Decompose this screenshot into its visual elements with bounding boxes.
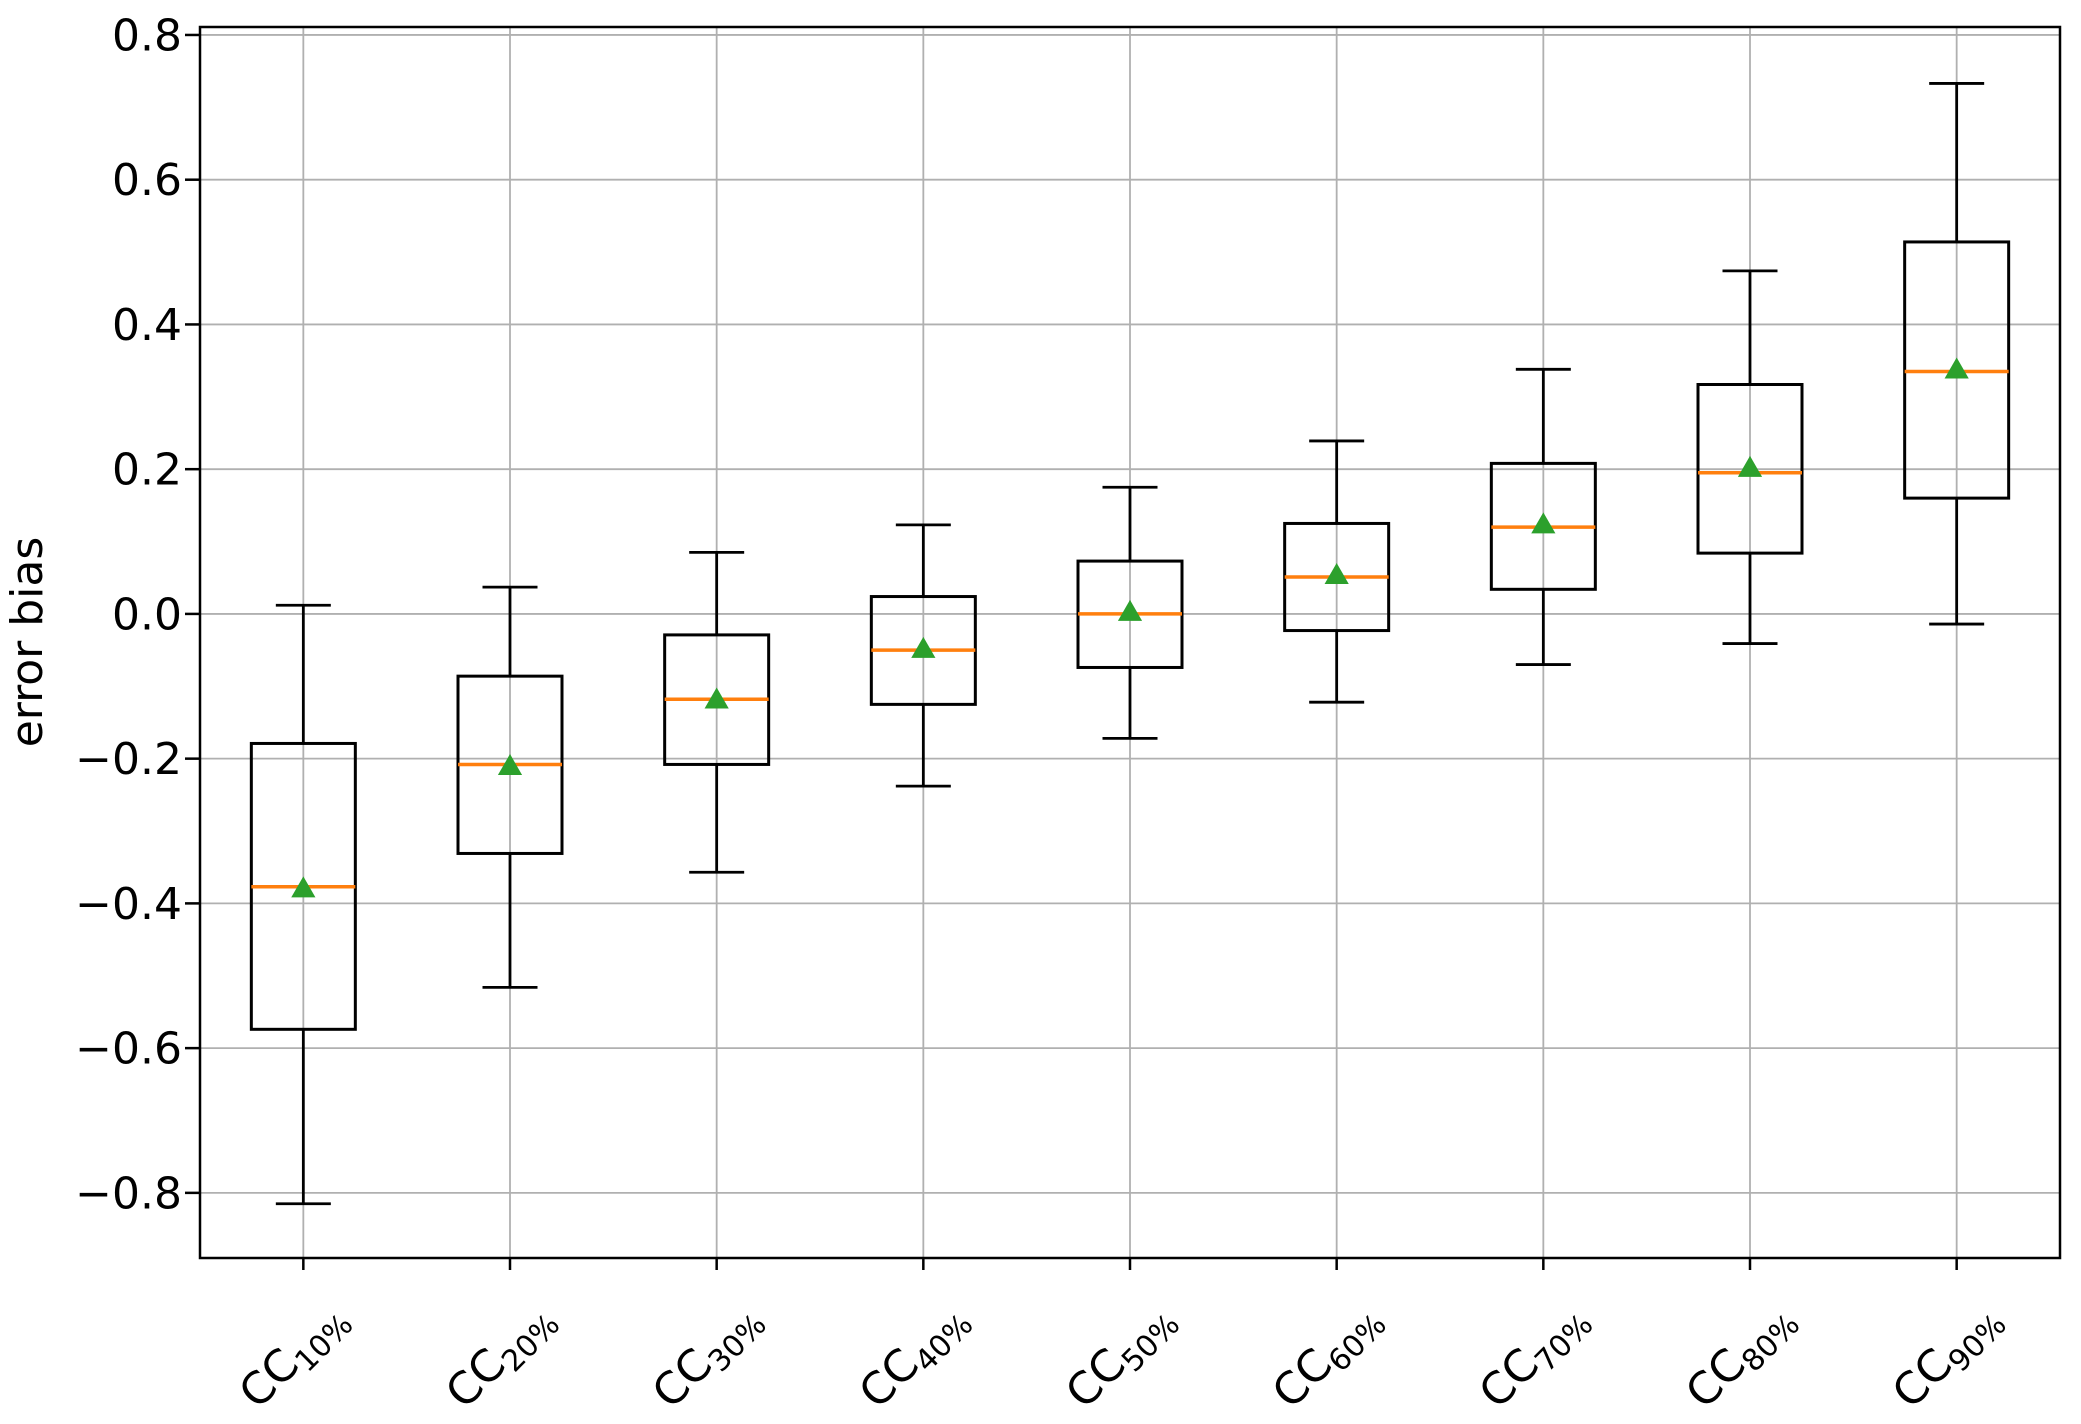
box-group-CC80%: [1696, 269, 1804, 645]
x-tick-label: CC30%: [643, 1292, 774, 1423]
y-tick-label: −0.4: [75, 879, 182, 930]
mean-marker-triangle-icon: [497, 754, 523, 776]
x-tick-label: CC50%: [1056, 1292, 1187, 1423]
x-tick-label: CC40%: [849, 1292, 980, 1423]
x-tick-label: CC90%: [1883, 1292, 2014, 1423]
mean-marker-triangle-icon: [911, 636, 936, 658]
y-tick-label: −0.6: [75, 1024, 182, 1075]
box-group-CC20%: [456, 585, 564, 989]
y-tick-label: −0.2: [75, 734, 182, 785]
mean-marker-triangle-icon: [1737, 455, 1763, 477]
x-tick-label: CC20%: [436, 1292, 567, 1423]
box-group-CC30%: [663, 551, 771, 874]
box-group-CC70%: [1489, 367, 1597, 666]
mean-marker-triangle-icon: [1531, 512, 1556, 534]
mean-marker-triangle-icon: [291, 876, 316, 898]
y-tick-label: 0.2: [112, 445, 182, 496]
box-group-CC10%: [249, 603, 357, 1206]
mean-marker-triangle-icon: [1117, 599, 1143, 621]
box-layer: [249, 82, 2011, 1206]
mean-marker-triangle-icon: [1324, 563, 1349, 585]
box-group-CC60%: [1283, 439, 1391, 704]
y-tick-label: 0.8: [112, 10, 182, 61]
y-axis-label: error bias: [2, 537, 53, 748]
x-tick-label: CC70%: [1469, 1292, 1600, 1423]
box-group-CC90%: [1903, 82, 2011, 626]
iqr-box: [1696, 383, 1804, 555]
mean-marker-triangle-icon: [704, 687, 729, 709]
x-tick-label: CC80%: [1676, 1292, 1807, 1423]
x-tick-label: CC60%: [1263, 1292, 1394, 1423]
y-tick-label: 0.6: [112, 155, 182, 206]
grid-layer: [200, 27, 2060, 1258]
y-tick-label: −0.8: [75, 1168, 182, 1219]
plot-frame: [198, 25, 2062, 1260]
box-group-CC40%: [869, 523, 977, 788]
x-tick-label: CC10%: [229, 1292, 360, 1423]
y-tick-label: 0.4: [112, 300, 182, 351]
y-tick-label: 0.0: [112, 589, 182, 640]
mean-marker-triangle-icon: [1944, 357, 1969, 379]
box-group-CC50%: [1076, 485, 1184, 740]
axis-layer: 0.8 0.6 0.4 0.2 0.0 −0.2 −0.4 −0.6 −0.8 CC10% CC20…: [75, 10, 2062, 1423]
